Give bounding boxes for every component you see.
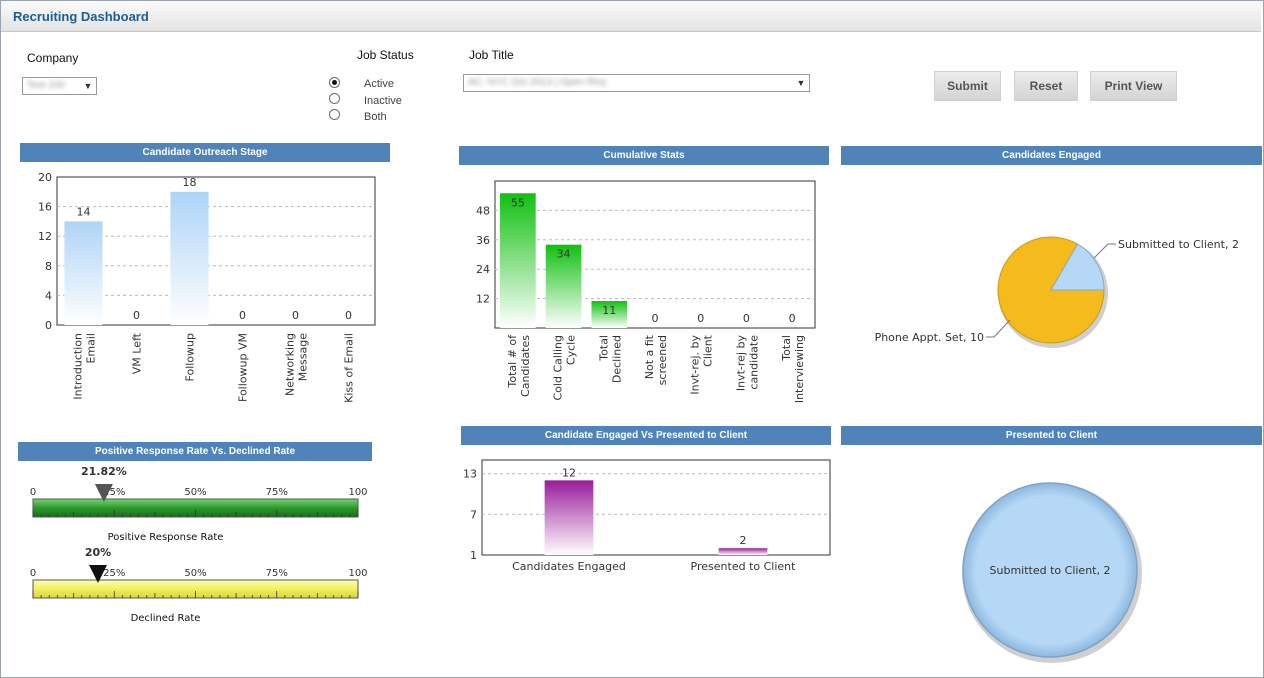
radio-active[interactable]: [329, 77, 340, 88]
job-status-label: Job Status: [357, 48, 414, 62]
job-title-label: Job Title: [469, 48, 514, 62]
page-title: Recruiting Dashboard: [13, 9, 149, 24]
job-title-select-value: AC: NYC Oct 2013 | Open Req: [468, 77, 606, 88]
company-label: Company: [27, 51, 79, 65]
panel-header-cumulative: Cumulative Stats: [459, 146, 829, 165]
print-view-button[interactable]: Print View: [1090, 71, 1177, 101]
job-title-select[interactable]: AC: NYC Oct 2013 | Open Req ▼: [463, 74, 810, 92]
radio-inactive[interactable]: [329, 93, 340, 104]
radio-inactive-label: Inactive: [364, 95, 402, 107]
reset-button[interactable]: Reset: [1014, 71, 1078, 101]
submit-button[interactable]: Submit: [934, 71, 1001, 101]
panel-header-engaged: Candidates Engaged: [841, 146, 1262, 165]
radio-active-label: Active: [364, 78, 394, 90]
radio-both-label: Both: [364, 111, 387, 123]
company-select[interactable]: Test 100 ▼: [22, 77, 97, 95]
panel-header-presented: Presented to Client: [841, 426, 1262, 445]
panel-header-engaged-vs-presented: Candidate Engaged Vs Presented to Client: [461, 426, 831, 445]
radio-both[interactable]: [329, 109, 340, 120]
title-bar: Recruiting Dashboard: [1, 1, 1261, 32]
panel-header-response: Positive Response Rate Vs. Declined Rate: [18, 442, 372, 461]
chevron-down-icon: ▼: [796, 78, 806, 88]
panel-header-outreach: Candidate Outreach Stage: [20, 143, 390, 162]
chevron-down-icon: ▼: [83, 81, 93, 91]
company-select-value: Test 100: [27, 80, 65, 91]
